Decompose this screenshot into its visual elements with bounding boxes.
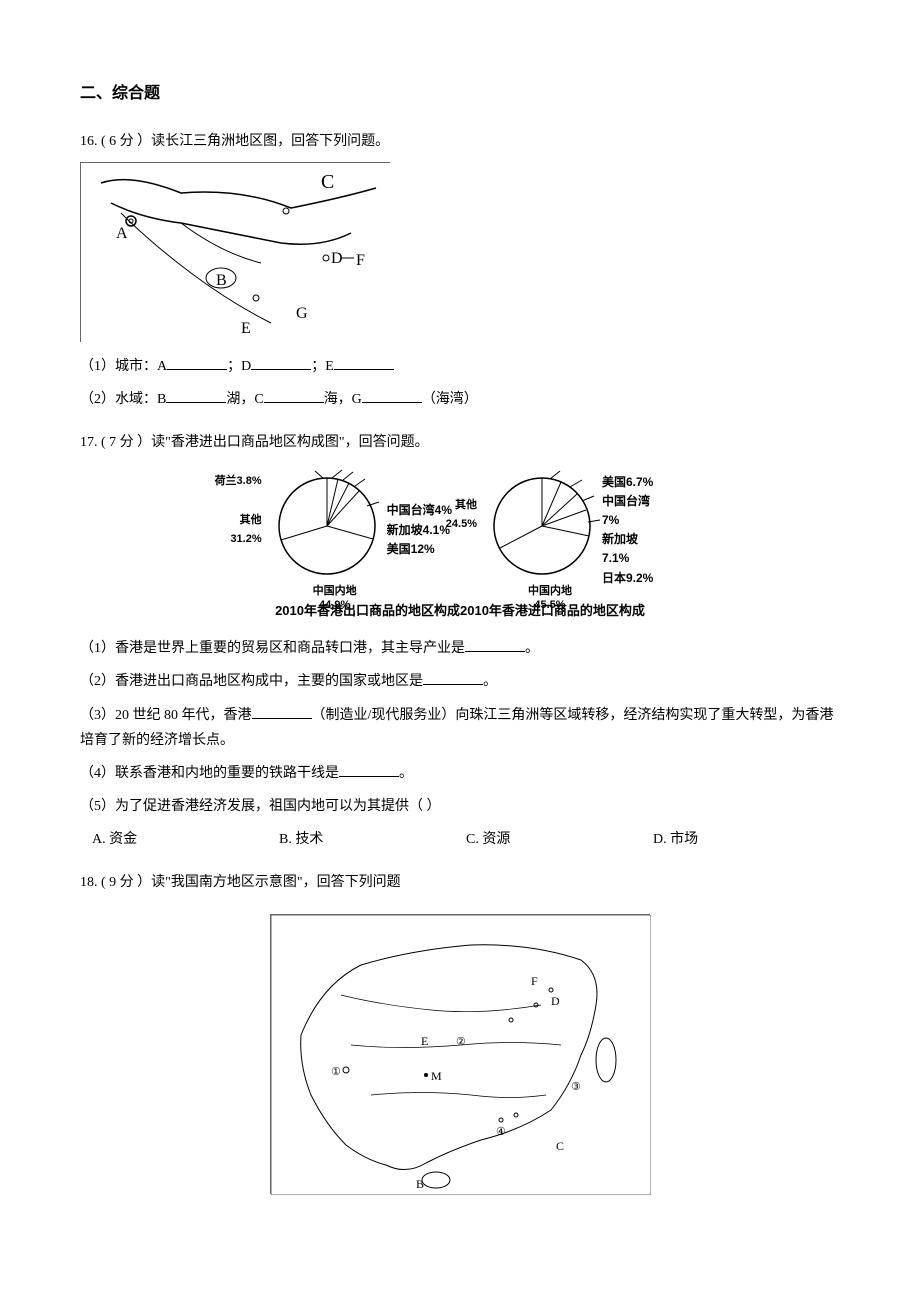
q16-stem-text: 读长江三角洲地区图，回答下列问题。 — [151, 134, 389, 149]
question-16: 16. ( 6 分 ）读长江三角洲地区图，回答下列问题。 A B C D E F… — [80, 129, 840, 413]
q17-blank-4[interactable] — [339, 763, 399, 777]
q18-stem: 18. ( 9 分 ）读"我国南方地区示意图"，回答下列问题 — [80, 870, 840, 895]
svg-text:E: E — [241, 320, 251, 337]
svg-text:C: C — [321, 171, 334, 193]
q16-stem: 16. ( 6 分 ）读长江三角洲地区图，回答下列问题。 — [80, 129, 840, 154]
svg-text:A: A — [116, 225, 128, 242]
q17-blank-2[interactable] — [423, 671, 483, 685]
question-17: 17. ( 7 分 ）读"香港进出口商品地区构成图"，回答问题。 荷兰3.8% — [80, 430, 840, 852]
q16-sub1: （1）城市：A ；D ；E — [80, 354, 840, 379]
import-other-label: 其他24.5% — [427, 496, 477, 536]
q17-sub1-text: （1）香港是世界上重要的贸易区和商品转口港，其主导产业是 — [80, 641, 465, 656]
q17-sub1: （1）香港是世界上重要的贸易区和商品转口港，其主导产业是 。 — [80, 636, 840, 661]
export-nl-label: 荷兰3.8% — [192, 472, 262, 492]
svg-text:D: D — [551, 994, 560, 1008]
import-mainland-label: 中国内地45.5% — [510, 584, 590, 613]
q17-prefix: 17. ( 7 分 ） — [80, 435, 151, 450]
import-us-label: 美国6.7% — [602, 473, 653, 492]
import-pie-block: 其他24.5% 中国内地45.5% 美国6.7% 中国台湾7% 新加坡7.1% … — [482, 466, 653, 595]
q17-sub4-text: （4）联系香港和内地的重要的铁路干线是 — [80, 766, 339, 781]
section-title: 二、综合题 — [80, 80, 840, 109]
q18-prefix: 18. ( 9 分 ） — [80, 875, 151, 890]
q16-sub2-mid2: 海，G — [324, 392, 362, 407]
svg-text:④: ④ — [496, 1126, 506, 1138]
svg-text:M: M — [431, 1069, 442, 1083]
pie-charts-wrapper: 荷兰3.8% 其他31.2% 中国内地44.9% — [80, 466, 840, 595]
q17-sub4: （4）联系香港和内地的重要的铁路干线是 。 — [80, 761, 840, 786]
blank-a[interactable] — [167, 356, 227, 370]
export-mainland-label: 中国内地44.9% — [295, 584, 375, 613]
q16-sub1-label: （1）城市：A — [80, 359, 167, 374]
svg-text:B: B — [416, 1177, 424, 1191]
q17-sub3: （3）20 世纪 80 年代，香港（制造业/现代服务业）向珠江三角洲等区域转移，… — [80, 703, 840, 753]
blank-d[interactable] — [251, 356, 311, 370]
q16-sub1-mid1: ；D — [227, 359, 251, 374]
q17-sub5: （5）为了促进香港经济发展，祖国内地可以为其提供（ ） — [80, 794, 840, 819]
chart-caption: 2010年香港出口商品的地区构成2010年香港进口商品的地区构成 — [80, 599, 840, 622]
option-b[interactable]: B. 技术 — [279, 827, 466, 852]
q17-blank-3[interactable] — [252, 705, 312, 719]
q17-blank-1[interactable] — [465, 638, 525, 652]
svg-text:D: D — [331, 250, 343, 267]
q17-sub2-end: 。 — [483, 674, 497, 689]
import-jp-label: 日本9.2% — [602, 569, 653, 588]
question-18: 18. ( 9 分 ）读"我国南方地区示意图"，回答下列问题 B C — [80, 870, 840, 1205]
import-pie-chart — [482, 466, 602, 586]
svg-text:G: G — [296, 305, 308, 322]
import-tw-label: 中国台湾7% — [602, 492, 653, 530]
export-pie-block: 荷兰3.8% 其他31.2% 中国内地44.9% — [267, 466, 452, 595]
blank-c[interactable] — [264, 389, 324, 403]
q17-options: A. 资金 B. 技术 C. 资源 D. 市场 — [92, 827, 840, 852]
q16-prefix: 16. ( 6 分 ） — [80, 134, 151, 149]
import-sg-label: 新加坡7.1% — [602, 530, 653, 568]
svg-text:C: C — [556, 1139, 564, 1153]
blank-e[interactable] — [334, 356, 394, 370]
q18-map-image: B C D E F M ① ② ③ ④ — [270, 914, 650, 1194]
blank-g[interactable] — [362, 389, 422, 403]
import-right-labels: 美国6.7% 中国台湾7% 新加坡7.1% 日本9.2% — [602, 473, 653, 588]
q17-sub4-end: 。 — [399, 766, 413, 781]
svg-text:③: ③ — [571, 1081, 581, 1093]
svg-text:②: ② — [456, 1036, 466, 1048]
q17-sub1-end: 。 — [525, 641, 539, 656]
svg-text:B: B — [216, 272, 227, 289]
q16-sub2-mid1: 湖，C — [226, 392, 263, 407]
q17-stem-text: 读"香港进出口商品地区构成图"，回答问题。 — [151, 435, 428, 450]
q16-sub2-label: （2）水域：B — [80, 392, 166, 407]
q17-sub2: （2）香港进出口商品地区构成中，主要的国家或地区是 。 — [80, 669, 840, 694]
q16-sub2-end: （海湾） — [422, 392, 478, 407]
svg-text:①: ① — [331, 1066, 341, 1078]
option-d[interactable]: D. 市场 — [653, 827, 840, 852]
q17-sub3-text: （3）20 世纪 80 年代，香港 — [80, 708, 252, 723]
svg-text:E: E — [421, 1034, 428, 1048]
q17-stem: 17. ( 7 分 ）读"香港进出口商品地区构成图"，回答问题。 — [80, 430, 840, 455]
q16-map-image: A B C D E F G — [80, 162, 390, 342]
svg-text:F: F — [356, 252, 365, 269]
export-other-label: 其他31.2% — [212, 511, 262, 551]
q17-sub5-text: （5）为了促进香港经济发展，祖国内地可以为其提供（ ） — [80, 799, 441, 814]
q17-sub2-text: （2）香港进出口商品地区构成中，主要的国家或地区是 — [80, 674, 423, 689]
q18-stem-text: 读"我国南方地区示意图"，回答下列问题 — [151, 875, 400, 890]
export-us-label: 美国12% — [387, 540, 452, 559]
option-a[interactable]: A. 资金 — [92, 827, 279, 852]
q16-sub2: （2）水域：B 湖，C 海，G （海湾） — [80, 387, 840, 412]
svg-text:F: F — [531, 974, 538, 988]
blank-b[interactable] — [166, 389, 226, 403]
q16-sub1-mid2: ；E — [311, 359, 334, 374]
option-c[interactable]: C. 资源 — [466, 827, 653, 852]
export-pie-chart — [267, 466, 387, 586]
